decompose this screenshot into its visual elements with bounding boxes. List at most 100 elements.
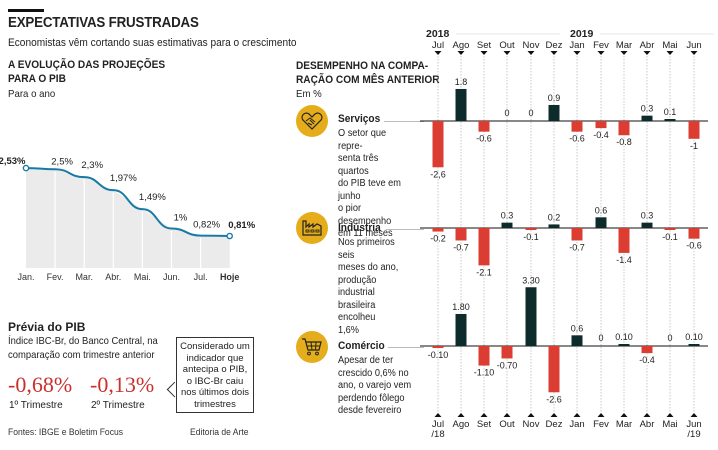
month-label-bottom: Jul xyxy=(432,419,444,430)
bar xyxy=(548,346,560,393)
up-triangle-marker xyxy=(643,413,651,417)
bar-value-label: -2,6 xyxy=(430,169,446,179)
area-fill xyxy=(26,168,230,268)
year-sub-label: /19 xyxy=(687,429,700,440)
up-triangle-marker xyxy=(690,413,698,417)
bar-value-label: -1.4 xyxy=(616,255,632,265)
handshake-heart-icon xyxy=(296,105,328,137)
bar xyxy=(571,121,583,132)
bar-value-label: 0 xyxy=(667,333,672,343)
month-label-top: Mai xyxy=(662,40,677,51)
bar xyxy=(688,228,700,239)
bar xyxy=(501,222,513,228)
bar-value-label: -0.70 xyxy=(497,360,518,370)
x-tick-label: Jan. xyxy=(17,272,34,282)
sector-desc-comercio: Apesar de ter crescido 0,6% no ano, o va… xyxy=(338,355,412,416)
up-triangle-marker xyxy=(620,413,628,417)
bar xyxy=(595,217,607,228)
month-label-top: Mar xyxy=(616,40,632,51)
page-title: EXPECTATIVAS FRUSTRADAS xyxy=(8,15,199,31)
month-label-top: Dez xyxy=(546,40,563,51)
sector-desc-servicos: O setor que repre- senta três quartos do… xyxy=(338,128,401,239)
bar xyxy=(432,346,444,348)
bar xyxy=(455,228,467,241)
bar-value-label: 0.1 xyxy=(664,107,677,117)
bar-value-label: -0.2 xyxy=(430,234,446,244)
bar-value-label: 0 xyxy=(598,333,603,343)
down-triangle-marker xyxy=(550,51,558,55)
bar-value-label: -0.6 xyxy=(476,134,492,144)
down-triangle-marker xyxy=(690,51,698,55)
callout-text: Considerado um indicador que antecipa o … xyxy=(180,341,250,410)
month-label-bottom: Nov xyxy=(523,419,540,430)
up-triangle-marker xyxy=(503,413,511,417)
sector-rule xyxy=(384,121,424,122)
bar-value-label: 0.2 xyxy=(548,212,561,222)
performance-chart: 2018 2019 Jul Jul Ago Ago Set Set Out Out Nov Nov De… xyxy=(420,28,714,440)
bar xyxy=(571,335,583,346)
factory-icon xyxy=(296,212,328,244)
x-tick-label: Jul. xyxy=(194,272,208,282)
x-tick-label: Hoje xyxy=(220,272,240,282)
bar-value-label: -1.10 xyxy=(474,368,495,378)
bar xyxy=(664,119,676,121)
month-label-bottom: Dez xyxy=(546,419,563,430)
down-triangle-marker xyxy=(573,51,581,55)
bar-value-label: 0.3 xyxy=(641,211,654,221)
bar-value-label: -0.7 xyxy=(453,242,469,252)
bar xyxy=(548,224,560,228)
q2-label: 2º Trimestre xyxy=(91,400,145,411)
up-triangle-marker xyxy=(666,413,674,417)
sector-rule xyxy=(386,229,424,230)
bar-value-label: -0.4 xyxy=(593,130,609,140)
performance-unit: Em % xyxy=(296,88,322,100)
footer-credit: Editoria de Arte xyxy=(190,427,249,438)
endpoint-marker xyxy=(22,164,30,172)
bar xyxy=(432,228,444,232)
previa-desc-line1: Índice IBC-Br, do Banco Central, na xyxy=(8,335,158,347)
bar-value-label: -0.4 xyxy=(639,355,655,365)
down-triangle-marker xyxy=(620,51,628,55)
bar xyxy=(501,346,513,359)
bar-value-label: 0.6 xyxy=(571,323,584,333)
bar-value-label: -0.1 xyxy=(523,232,539,242)
footer-sources: Fontes: IBGE e Boletim Focus xyxy=(8,427,124,438)
bar xyxy=(455,88,467,121)
bar-value-label: -2.1 xyxy=(476,267,492,277)
q1-value: -0,68% xyxy=(8,372,73,397)
down-triangle-marker xyxy=(643,51,651,55)
value-label: 2,53% xyxy=(0,156,26,167)
bar xyxy=(478,228,490,266)
value-label: 0,82% xyxy=(193,220,220,231)
month-label-bottom: Ago xyxy=(453,419,470,430)
title-rule xyxy=(8,9,44,12)
month-label-top: Set xyxy=(477,40,492,51)
bar xyxy=(688,344,700,346)
month-label-bottom: Jun xyxy=(686,419,701,430)
value-label: 0,81% xyxy=(228,220,255,231)
down-triangle-marker xyxy=(434,51,442,55)
month-label-bottom: Set xyxy=(477,419,492,430)
sector-comercio xyxy=(296,331,328,363)
x-tick-label: Mai. xyxy=(134,272,151,282)
bar-value-label: 0.10 xyxy=(685,332,703,342)
bar-value-label: 0.3 xyxy=(501,211,514,221)
bar-value-label: 0.9 xyxy=(548,93,561,103)
performance-title-line2: RAÇÃO COM MÊS ANTERIOR xyxy=(296,74,440,86)
sector-servicos xyxy=(296,105,328,137)
bar xyxy=(618,121,630,136)
bar-value-label: -1 xyxy=(690,141,698,151)
projections-chart: 2,53% 2,5% 2,3% 1,97%1,49% 1% 0,82% 0,81% Jan. F… xyxy=(0,156,256,282)
shopping-cart-icon xyxy=(296,331,328,363)
bar-value-label: -0.6 xyxy=(686,241,702,251)
bar xyxy=(641,115,653,121)
bar-value-label: -0.6 xyxy=(569,134,585,144)
up-triangle-marker xyxy=(550,413,558,417)
x-tick-label: Abr. xyxy=(105,272,121,282)
bar-value-label: -0.1 xyxy=(662,232,678,242)
q1-label: 1º Trimestre xyxy=(9,400,63,411)
month-label-bottom: Abr xyxy=(640,419,655,430)
bar xyxy=(618,228,630,253)
month-label-top: Abr xyxy=(640,40,655,51)
month-label-bottom: Jan xyxy=(569,419,584,430)
